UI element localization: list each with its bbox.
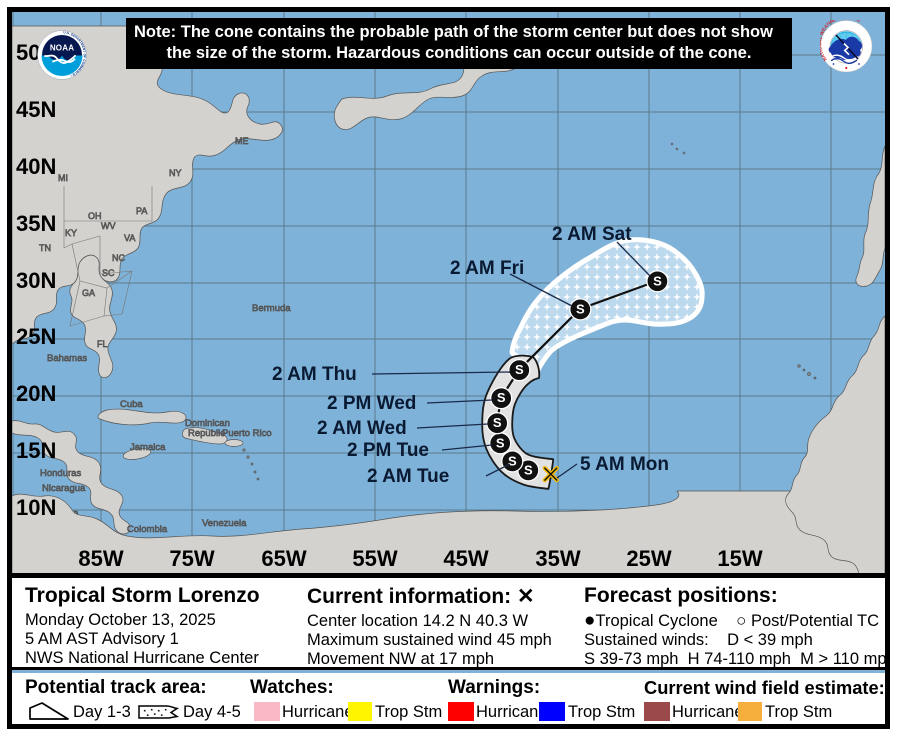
svg-text:2 AM Sat: 2 AM Sat [552,224,632,245]
svg-text:85W: 85W [78,546,123,571]
svg-text:S: S [524,462,533,477]
svg-text:OH: OH [88,211,102,221]
svg-text:2 AM Wed: 2 AM Wed [317,418,407,439]
svg-text:45N: 45N [16,97,56,122]
svg-text:2 AM Fri: 2 AM Fri [450,258,524,279]
svg-text:15W: 15W [717,546,762,571]
svg-text:SC: SC [102,268,115,278]
svg-text:S: S [576,301,585,316]
svg-text:S: S [515,362,524,377]
svg-text:S: S [508,453,517,468]
svg-text:Jamaica: Jamaica [130,442,166,453]
svg-text:Republic: Republic [188,428,225,439]
svg-text:25W: 25W [626,546,671,571]
svg-text:Colombia: Colombia [127,524,168,535]
svg-text:Puerto Rico: Puerto Rico [222,428,272,439]
svg-text:35W: 35W [535,546,580,571]
svg-text:5 AM Mon: 5 AM Mon [580,454,669,475]
svg-text:ME: ME [235,136,249,146]
svg-text:NOAA: NOAA [49,44,73,53]
svg-text:75W: 75W [169,546,214,571]
svg-text:Bahamas: Bahamas [47,353,87,364]
svg-text:20N: 20N [16,381,56,406]
svg-text:2 PM Wed: 2 PM Wed [327,393,416,414]
svg-text:GA: GA [82,288,95,298]
svg-text:WV: WV [101,221,116,231]
svg-text:45W: 45W [443,546,488,571]
svg-text:2 AM Tue: 2 AM Tue [367,466,449,487]
svg-text:MI: MI [58,173,68,183]
svg-text:Honduras: Honduras [40,468,81,479]
svg-text:35N: 35N [16,211,56,236]
svg-text:40N: 40N [16,154,56,179]
svg-text:VA: VA [124,233,135,243]
svg-text:Bermuda: Bermuda [252,303,291,314]
svg-text:FL: FL [97,339,108,349]
svg-text:NC: NC [112,253,125,263]
svg-text:Nicaragua: Nicaragua [42,483,86,494]
svg-text:S: S [496,435,505,450]
svg-text:Cuba: Cuba [120,399,143,410]
svg-text:Venezuela: Venezuela [202,518,247,529]
svg-text:S: S [493,415,502,430]
svg-text:PA: PA [136,206,147,216]
svg-text:15N: 15N [16,438,56,463]
svg-text:2 PM Tue: 2 PM Tue [347,440,429,461]
svg-text:65W: 65W [261,546,306,571]
svg-text:S: S [497,390,506,405]
svg-text:30N: 30N [16,268,56,293]
svg-text:TN: TN [39,243,51,253]
svg-text:2 AM Thu: 2 AM Thu [272,364,357,385]
svg-text:NY: NY [169,168,182,178]
svg-text:55W: 55W [352,546,397,571]
svg-text:KY: KY [65,228,77,238]
svg-text:10N: 10N [16,495,56,520]
svg-text:25N: 25N [16,324,56,349]
svg-text:S: S [653,273,662,288]
